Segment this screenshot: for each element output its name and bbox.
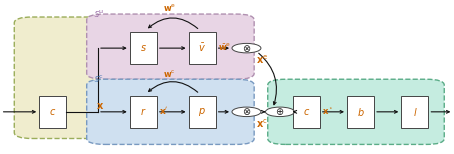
Text: $\bar{v}$: $\bar{v}$ bbox=[198, 42, 206, 54]
Text: $c$: $c$ bbox=[49, 107, 56, 117]
Text: $\bar{\mathbf{w}}^\mathrm{e}$: $\bar{\mathbf{w}}^\mathrm{e}$ bbox=[218, 41, 231, 52]
FancyBboxPatch shape bbox=[293, 95, 320, 128]
Text: $\otimes$: $\otimes$ bbox=[242, 43, 251, 54]
Text: $s$: $s$ bbox=[140, 43, 147, 53]
Text: $\mathbf{w}^\mathrm{e}$: $\mathbf{w}^\mathrm{e}$ bbox=[163, 2, 176, 13]
FancyBboxPatch shape bbox=[87, 14, 254, 79]
Text: $\oplus$: $\oplus$ bbox=[275, 106, 285, 117]
FancyBboxPatch shape bbox=[188, 95, 216, 128]
Text: $\mathbf{x}^\mathrm{e}$: $\mathbf{x}^\mathrm{e}$ bbox=[257, 54, 269, 67]
Text: $\mathbf{x}'$: $\mathbf{x}'$ bbox=[159, 105, 168, 116]
FancyBboxPatch shape bbox=[14, 17, 114, 138]
Circle shape bbox=[266, 107, 295, 117]
Circle shape bbox=[232, 43, 261, 53]
FancyBboxPatch shape bbox=[39, 95, 66, 128]
Text: $b$: $b$ bbox=[357, 106, 365, 118]
Text: $\mathbb{S}^\mathrm{u}$: $\mathbb{S}^\mathrm{u}$ bbox=[94, 8, 105, 18]
FancyBboxPatch shape bbox=[188, 32, 216, 64]
Circle shape bbox=[232, 107, 261, 117]
Text: $p$: $p$ bbox=[198, 106, 206, 118]
Text: $\mathbf{x}^\mathrm{c}$: $\mathbf{x}^\mathrm{c}$ bbox=[257, 118, 268, 130]
FancyBboxPatch shape bbox=[347, 95, 374, 128]
FancyArrowPatch shape bbox=[148, 18, 198, 28]
Text: $\mathbf{w}^\mathrm{c}$: $\mathbf{w}^\mathrm{c}$ bbox=[163, 68, 176, 79]
FancyArrowPatch shape bbox=[148, 82, 198, 92]
Text: $\otimes$: $\otimes$ bbox=[242, 106, 251, 117]
FancyBboxPatch shape bbox=[268, 79, 444, 144]
FancyBboxPatch shape bbox=[401, 95, 429, 128]
Text: $r$: $r$ bbox=[140, 106, 147, 117]
Text: $\mathbb{S}^\mathrm{c}$: $\mathbb{S}^\mathrm{c}$ bbox=[94, 73, 104, 84]
FancyBboxPatch shape bbox=[130, 32, 157, 64]
FancyBboxPatch shape bbox=[87, 79, 254, 144]
Text: $l$: $l$ bbox=[413, 106, 417, 118]
FancyArrowPatch shape bbox=[259, 53, 276, 105]
Text: $\mathbf{x}$: $\mathbf{x}$ bbox=[96, 101, 104, 111]
FancyBboxPatch shape bbox=[130, 95, 157, 128]
Text: $c$: $c$ bbox=[302, 107, 310, 117]
Text: $\mathbf{x}^\star$: $\mathbf{x}^\star$ bbox=[321, 105, 333, 116]
